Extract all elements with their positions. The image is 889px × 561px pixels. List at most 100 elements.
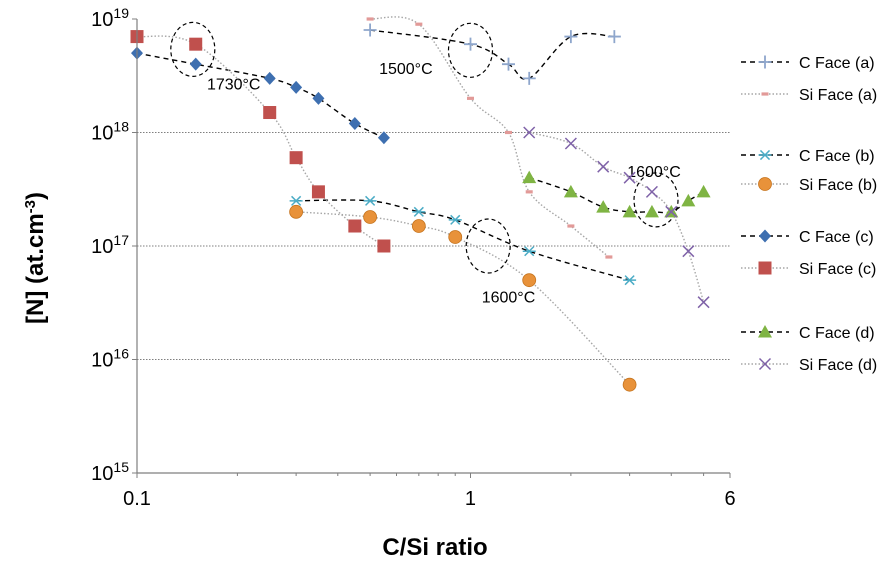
series-5-point-2	[263, 106, 277, 120]
series-3-point-2	[411, 219, 426, 233]
series-3-point-5	[622, 377, 637, 392]
annotation-ellipse-3	[633, 172, 679, 228]
series-6-point-0	[522, 170, 537, 184]
y-tick-label-1: 1016	[91, 346, 129, 372]
series-line-4	[136, 52, 385, 139]
legend-label-7: Si Face (d)	[799, 357, 877, 374]
series-4-point-2	[263, 71, 276, 85]
y-axis-label: [N] (at.cm-3)	[22, 192, 50, 324]
series-4-point-5	[348, 117, 361, 131]
legend-label-2: C Face (b)	[799, 148, 875, 165]
annotation-label-3: 1600°C	[627, 164, 681, 181]
x-tick-label-1: 1	[465, 488, 476, 510]
series-5-point-4	[311, 185, 325, 199]
series-0-point-3	[522, 71, 536, 85]
legend-marker-7	[758, 357, 772, 371]
series-2-point-2	[412, 206, 426, 217]
series-7-point-2	[597, 160, 610, 173]
series-5-point-6	[377, 239, 391, 253]
y-tick-label-2: 1017	[91, 232, 129, 258]
series-7-point-5	[665, 205, 678, 218]
legend-label-0: C Face (a)	[799, 55, 875, 72]
legend-marker-3	[758, 177, 772, 191]
series-line-0	[370, 29, 615, 80]
series-6-point-4	[644, 204, 659, 218]
annotation-label-2: 1600°C	[482, 289, 536, 306]
legend-entry-0: C Face (a)	[741, 55, 875, 72]
legend: C Face (a) Si Face (a) C Face (b) Si Face (…	[741, 55, 877, 374]
legend-entry-3: Si Face (b)	[741, 177, 877, 194]
series-7-point-6	[682, 245, 695, 258]
annotation-ellipse-1	[447, 22, 494, 78]
legend-label-5: Si Face (c)	[799, 261, 876, 278]
legend-marker-2	[758, 149, 772, 161]
series-markers	[130, 17, 711, 392]
series-0-point-4	[564, 30, 578, 44]
series-line-1	[370, 16, 610, 258]
annotations: 1730°C 1500°C 1600°C 1600°C	[170, 21, 681, 306]
legend-entry-4: C Face (c)	[741, 229, 874, 246]
legend-entry-1: Si Face (a)	[741, 87, 877, 104]
y-tick-label-3: 1018	[91, 119, 129, 145]
series-7-point-3	[623, 171, 636, 184]
series-1-point-3	[504, 130, 512, 135]
x-tick-label-0: 0.1	[123, 488, 151, 510]
annotation-ellipse-2	[465, 218, 511, 274]
series-2-point-5	[623, 275, 637, 286]
series-1-point-0	[366, 17, 374, 21]
series-2-point-4	[522, 246, 536, 257]
series-7-point-7	[697, 296, 710, 309]
annotation-ellipse-0	[170, 21, 216, 77]
legend-entry-7: Si Face (d)	[741, 357, 877, 374]
legend-label-6: C Face (d)	[799, 325, 875, 342]
series-4-point-3	[290, 80, 303, 94]
legend-label-1: Si Face (a)	[799, 87, 877, 104]
y-tick-label-4: 1019	[91, 5, 129, 31]
series-line-3	[296, 211, 631, 386]
legend-entry-2: C Face (b)	[741, 148, 875, 165]
legend-entry-6: C Face (d)	[741, 325, 875, 342]
series-2-point-1	[363, 195, 377, 206]
series-2-point-0	[289, 195, 303, 206]
annotation-label-0: 1730°C	[207, 77, 261, 94]
legend-label-4: C Face (c)	[799, 229, 874, 246]
series-7-point-0	[523, 126, 536, 139]
series-line-2	[296, 199, 630, 281]
series-0-point-2	[501, 57, 515, 71]
tick-labels: 0.1 1 6 1015 1016 1017 1018 1019	[91, 5, 735, 510]
y-tick-label-0: 1015	[91, 459, 129, 485]
series-6-point-1	[563, 184, 578, 198]
axes	[132, 18, 731, 478]
series-4-point-1	[189, 57, 202, 71]
series-7-point-1	[564, 137, 577, 150]
legend-label-3: Si Face (b)	[799, 177, 877, 194]
legend-marker-5	[758, 261, 772, 275]
legend-entry-5: Si Face (c)	[741, 261, 876, 278]
series-7-point-4	[645, 185, 658, 198]
legend-marker-4	[759, 229, 771, 243]
annotation-label-1: 1500°C	[379, 61, 433, 78]
series-1-point-6	[605, 255, 613, 259]
y-axis-label-main: [N] (at.cm	[22, 213, 49, 324]
series-line-5	[136, 35, 385, 247]
series-6-point-2	[596, 200, 611, 213]
series-5-point-3	[289, 151, 303, 165]
series-5-point-1	[189, 37, 203, 51]
series-2-point-3	[448, 214, 462, 225]
series-5-point-5	[348, 219, 362, 233]
series-line-7	[529, 131, 705, 303]
legend-marker-1	[761, 92, 769, 96]
series-6-point-7	[696, 184, 711, 198]
series-4-point-4	[312, 91, 325, 105]
y-axis-label-sup: -3	[22, 200, 39, 213]
series-3-point-1	[363, 210, 378, 224]
series-1-point-2	[466, 96, 474, 100]
series-1-point-1	[415, 22, 423, 26]
series-3-point-0	[289, 204, 304, 219]
series-4-point-6	[377, 131, 390, 145]
legend-marker-6	[758, 325, 772, 338]
series-6-point-6	[681, 193, 696, 207]
series-1-point-5	[567, 224, 575, 228]
x-tick-label-2: 6	[724, 488, 735, 510]
